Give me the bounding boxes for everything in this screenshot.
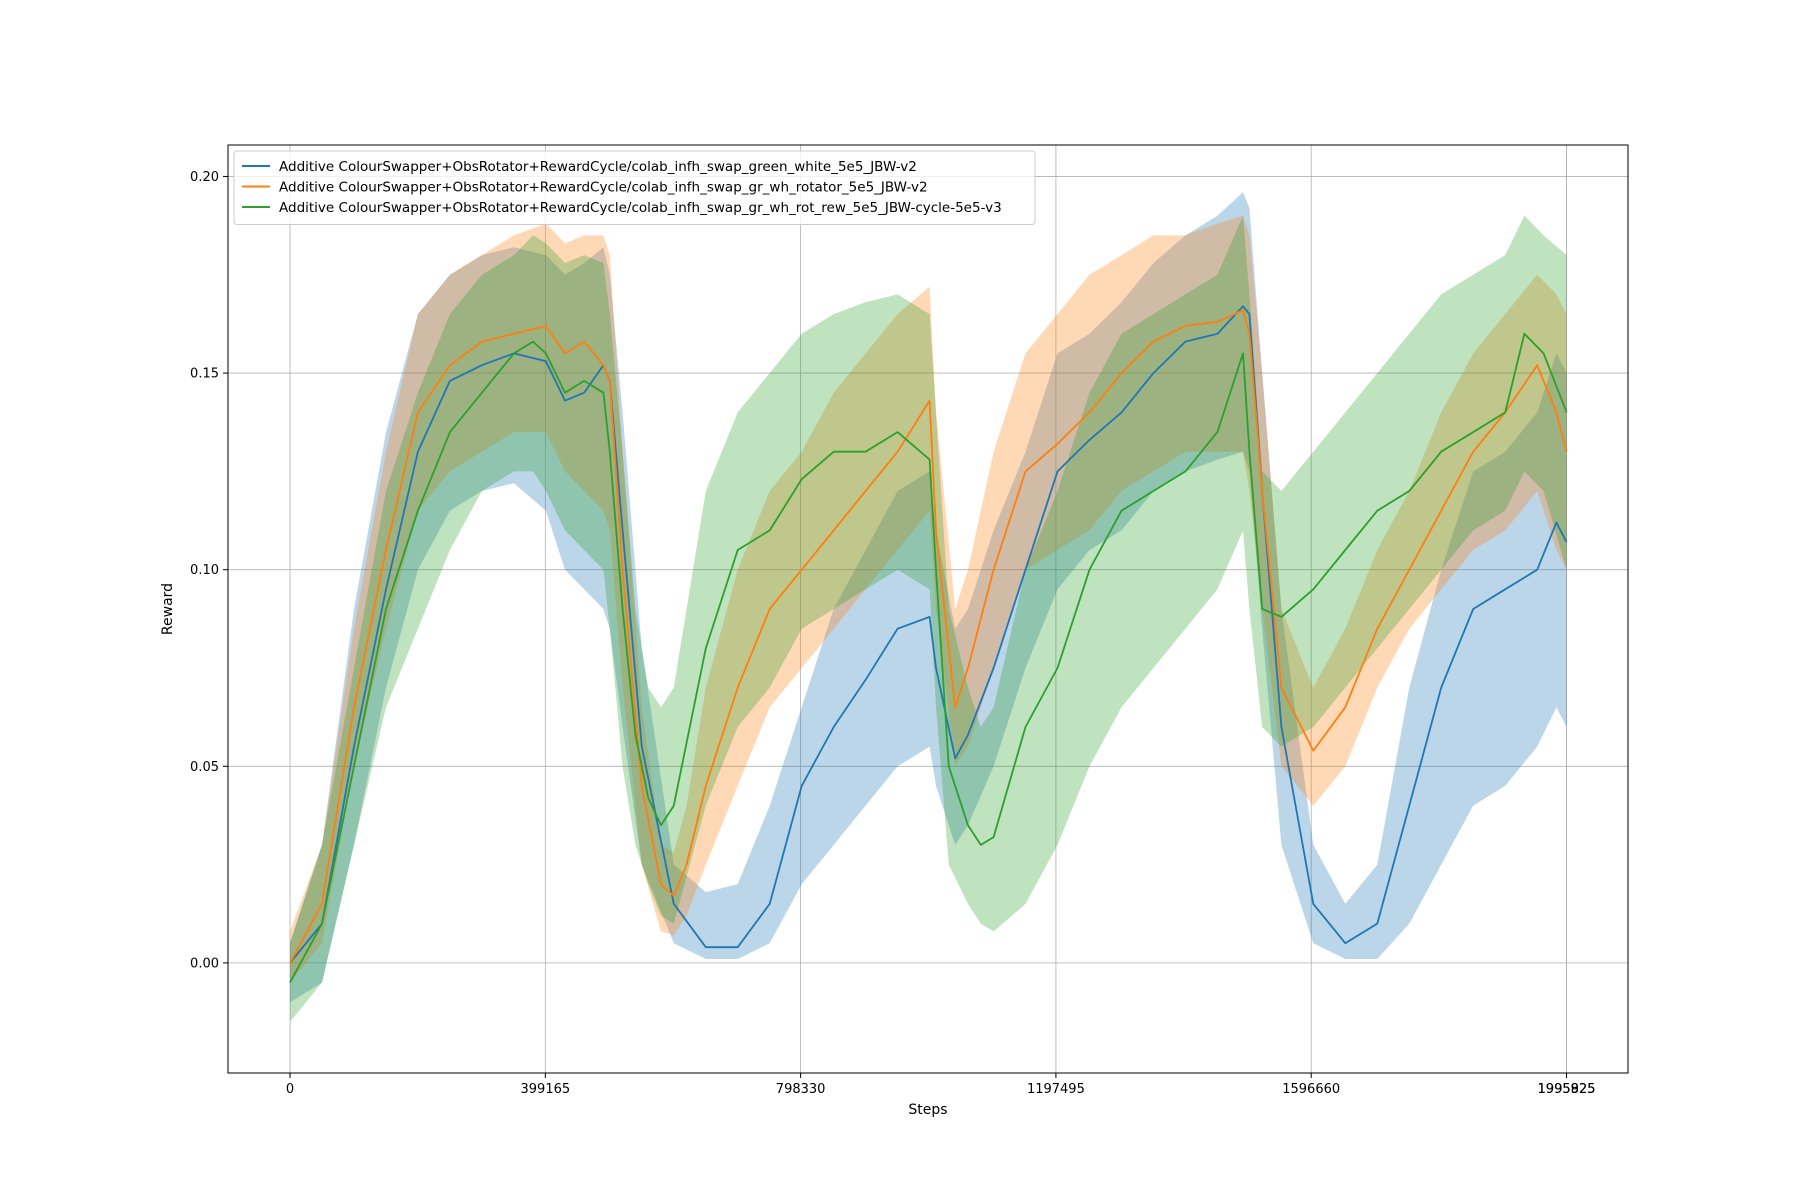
grid-lines <box>228 145 1628 1073</box>
x-axis-ticks: 0 399165 798330 1197495 1596660 1995825199592… <box>286 1073 1596 1097</box>
series-lines <box>289 305 1568 984</box>
series-1-line <box>289 305 1568 964</box>
x-tick-label: 0 <box>286 1082 294 1097</box>
legend-entry: Additive ColourSwapper+ObsRotator+Reward… <box>279 180 928 196</box>
plot-frame <box>227 144 1629 1074</box>
y-tick-label: 0.05 <box>190 760 219 775</box>
x-axis-label: Steps <box>908 1102 947 1118</box>
y-tick-label: 0.15 <box>190 367 219 382</box>
y-axis-label: Reward <box>160 583 176 635</box>
x-tick-label: 1197495 <box>1027 1082 1085 1097</box>
y-tick-label: 0.00 <box>190 956 219 971</box>
y-axis-ticks: 0.00 0.05 0.10 0.15 0.20 <box>190 170 228 971</box>
x-tick-label: 1995925 <box>1538 1082 1596 1097</box>
legend: Additive ColourSwapper+ObsRotator+Reward… <box>233 150 1036 225</box>
legend-entry: Additive ColourSwapper+ObsRotator+Reward… <box>279 159 917 175</box>
x-tick-label: 1995825 <box>1538 1082 1596 1097</box>
series-1-band <box>290 192 1567 1003</box>
series-3-line <box>289 332 1568 984</box>
y-tick-label: 0.20 <box>190 170 219 185</box>
series-2-band <box>290 215 1567 983</box>
legend-box <box>233 150 1036 225</box>
series-2-line <box>289 309 1568 964</box>
x-tick-label: 1596660 <box>1282 1082 1340 1097</box>
legend-entry: Additive ColourSwapper+ObsRotator+Reward… <box>279 200 1002 216</box>
x-tick-label: 399165 <box>521 1082 571 1097</box>
x-tick-label: 798330 <box>776 1082 826 1097</box>
y-tick-label: 0.10 <box>190 563 219 578</box>
